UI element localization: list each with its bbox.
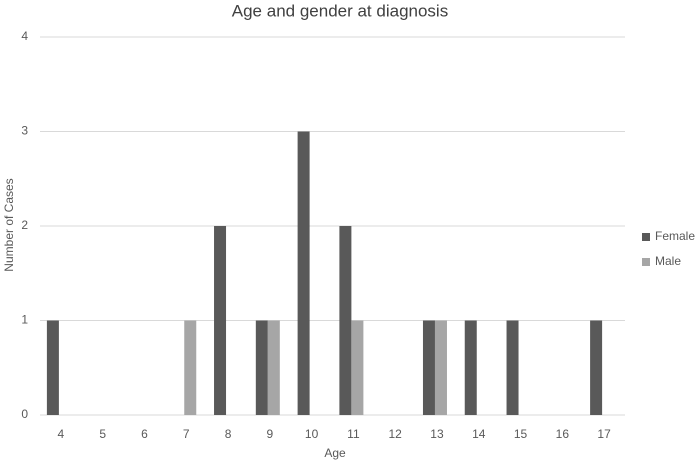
x-tick-label: 12 bbox=[388, 427, 402, 441]
bar bbox=[267, 320, 280, 415]
x-tick-label: 11 bbox=[347, 427, 360, 441]
chart-title: Age and gender at diagnosis bbox=[232, 1, 448, 20]
x-tick-label: 16 bbox=[556, 427, 570, 441]
x-tick-label: 8 bbox=[225, 427, 232, 441]
bar bbox=[339, 226, 352, 415]
x-tick-label: 10 bbox=[305, 427, 319, 441]
x-tick-label: 13 bbox=[430, 427, 444, 441]
x-axis-label: Age bbox=[324, 446, 346, 460]
bar bbox=[46, 320, 59, 415]
bar bbox=[184, 320, 197, 415]
y-tick-label: 0 bbox=[21, 407, 28, 421]
bar bbox=[434, 320, 447, 415]
bar bbox=[590, 320, 603, 415]
x-tick-label: 9 bbox=[266, 427, 273, 441]
x-tick-label: 15 bbox=[514, 427, 528, 441]
legend-swatch bbox=[642, 233, 650, 241]
x-tick-label: 17 bbox=[597, 427, 611, 441]
bar bbox=[422, 320, 435, 415]
legend-label: Female bbox=[655, 229, 695, 243]
legend-label: Male bbox=[655, 254, 681, 268]
bar bbox=[214, 226, 227, 415]
y-tick-label: 3 bbox=[21, 124, 28, 138]
x-tick-label: 14 bbox=[472, 427, 486, 441]
bar bbox=[506, 320, 519, 415]
bar bbox=[297, 131, 310, 415]
x-tick-label: 7 bbox=[183, 427, 190, 441]
bar bbox=[464, 320, 477, 415]
legend-swatch bbox=[642, 258, 650, 266]
x-tick-label: 6 bbox=[141, 427, 148, 441]
y-tick-label: 2 bbox=[21, 218, 28, 232]
y-tick-label: 4 bbox=[21, 29, 28, 43]
x-tick-label: 4 bbox=[58, 427, 65, 441]
x-tick-label: 5 bbox=[99, 427, 106, 441]
y-axis-label: Number of Cases bbox=[2, 178, 16, 271]
y-tick-label: 1 bbox=[21, 313, 28, 327]
bar bbox=[255, 320, 268, 415]
bar bbox=[351, 320, 364, 415]
